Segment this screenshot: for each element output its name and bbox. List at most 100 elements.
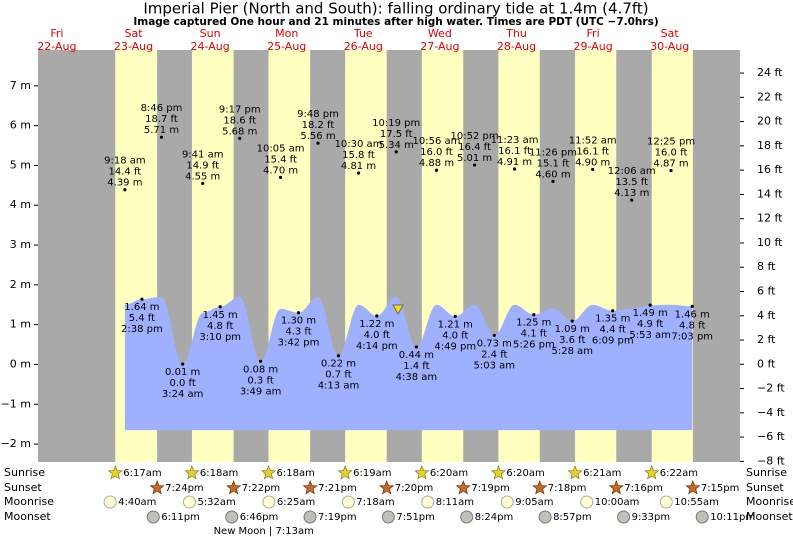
tide-label: 14.9 ft xyxy=(186,160,219,171)
tide-point xyxy=(512,167,517,171)
day-name: Sat xyxy=(124,27,143,40)
tide-label: 13.5 ft xyxy=(615,177,648,188)
tide-label: 4.91 m xyxy=(497,157,532,168)
row-label: Sunset xyxy=(4,481,42,494)
tide-label: 15.1 ft xyxy=(537,158,570,169)
chart-title: Imperial Pier (North and South): falling… xyxy=(143,0,648,18)
y2-tick-label: 10 ft xyxy=(757,236,783,249)
tide-label: 4.0 ft xyxy=(364,330,390,341)
y2-tick-label: −2 ft xyxy=(757,382,785,395)
tide-label: 1.25 m xyxy=(516,318,551,329)
tide-label: 7:03 pm xyxy=(671,331,713,342)
tide-point xyxy=(669,169,673,173)
star-icon xyxy=(644,465,660,480)
day-date: 22-Aug xyxy=(37,40,76,53)
tide-label: 4.90 m xyxy=(575,157,610,168)
moonrise-time: 10:55am xyxy=(674,497,719,508)
moonset-icon xyxy=(381,510,395,524)
tide-point xyxy=(690,304,694,308)
tide-label: 10:30 am xyxy=(335,139,383,150)
sunset-time: 7:15pm xyxy=(701,483,740,494)
tide-label: 4.70 m xyxy=(263,165,298,176)
chart-subtitle: Image captured One hour and 21 minutes a… xyxy=(133,16,658,28)
y2-tick-label: −4 ft xyxy=(757,406,785,419)
day-name: Thu xyxy=(505,27,527,40)
tide-label: 1.35 m xyxy=(595,314,630,325)
tide-point xyxy=(611,309,615,313)
row-label: Moonset xyxy=(746,510,793,523)
day-name: Sat xyxy=(661,27,680,40)
tide-label: 4.88 m xyxy=(419,158,454,169)
tide-point xyxy=(394,150,398,154)
tide-label: 18.7 ft xyxy=(145,114,178,125)
now-marker xyxy=(392,304,404,316)
moonset-icon xyxy=(460,510,474,524)
tide-label: 4.39 m xyxy=(107,178,142,189)
day-date: 23-Aug xyxy=(114,40,153,53)
moonset-icon xyxy=(303,510,317,524)
star-icon xyxy=(107,465,123,480)
tide-label: 0.7 ft xyxy=(325,370,351,381)
tide-label: 0.0 ft xyxy=(169,378,195,389)
tide-label: 16.0 ft xyxy=(655,148,688,159)
tide-point xyxy=(140,297,144,301)
y2-tick-label: 22 ft xyxy=(757,90,783,103)
day-name: Sun xyxy=(200,27,221,40)
tide-point xyxy=(123,188,127,192)
moonrise-icon xyxy=(500,495,514,509)
tide-label: 10:56 am xyxy=(413,136,461,147)
tide-point xyxy=(181,362,185,366)
tide-label: 3:24 am xyxy=(162,389,204,400)
moonset-time: 8:57pm xyxy=(553,512,592,523)
tide-label: 4:13 am xyxy=(318,381,360,392)
moonrise-icon xyxy=(580,495,594,509)
tide-label: 12:25 pm xyxy=(647,137,695,148)
tide-label: 4.8 ft xyxy=(679,320,705,331)
row-label: Moonset xyxy=(4,510,51,523)
tide-label: 16.4 ft xyxy=(458,142,491,153)
row-label: Moonrise xyxy=(746,495,793,508)
sunrise-time: 6:18am xyxy=(200,468,238,479)
tide-label: 18.6 ft xyxy=(223,115,256,126)
sunrise-time: 6:21am xyxy=(583,468,621,479)
tide-label: 10:05 am xyxy=(257,143,305,154)
day-name: Mon xyxy=(275,27,298,40)
moonset-time: 8:24pm xyxy=(475,512,514,523)
tide-label: 0.08 m xyxy=(243,364,278,375)
tide-point xyxy=(648,303,652,307)
moonrise-time: 4:40am xyxy=(118,497,156,508)
day-date: 25-Aug xyxy=(267,40,306,53)
sunset-time: 7:16pm xyxy=(624,483,663,494)
tide-label: 6:09 pm xyxy=(592,336,634,347)
y2-tick-label: 0 ft xyxy=(757,357,776,370)
tide-label: 11:52 am xyxy=(569,135,617,146)
tide-label: 0.44 m xyxy=(399,350,434,361)
tide-label: 4.0 ft xyxy=(442,330,468,341)
y2-tick-label: 20 ft xyxy=(757,115,783,128)
y2-tick-label: 6 ft xyxy=(757,284,776,297)
tide-label: 1.49 m xyxy=(633,308,668,319)
tide-label: 5.34 m xyxy=(379,140,414,151)
y-tick-label: 5 m xyxy=(10,158,31,171)
day-name: Tue xyxy=(353,27,373,40)
tide-label: 4.81 m xyxy=(341,161,376,172)
y2-tick-label: 2 ft xyxy=(757,333,776,346)
tide-label: 5.01 m xyxy=(457,153,492,164)
tide-point xyxy=(278,175,283,179)
tide-label: 0.22 m xyxy=(321,359,356,370)
day-date: 30-Aug xyxy=(650,40,689,53)
tide-label: 0.73 m xyxy=(477,338,512,349)
tide-label: 4.55 m xyxy=(185,171,220,182)
moonrise-icon xyxy=(262,495,276,509)
moonrise-time: 6:25am xyxy=(277,497,315,508)
tide-point xyxy=(356,171,361,175)
y2-tick-label: 12 ft xyxy=(757,212,783,225)
day-date: 28-Aug xyxy=(497,40,536,53)
tide-label: 4.4 ft xyxy=(600,325,626,336)
tide-label: 4.8 ft xyxy=(207,321,233,332)
tide-point xyxy=(218,305,222,309)
day-date: 26-Aug xyxy=(344,40,383,53)
moonset-icon xyxy=(225,510,239,524)
tide-label: 9:41 am xyxy=(182,149,224,160)
sunrise-time: 6:22am xyxy=(660,468,698,479)
